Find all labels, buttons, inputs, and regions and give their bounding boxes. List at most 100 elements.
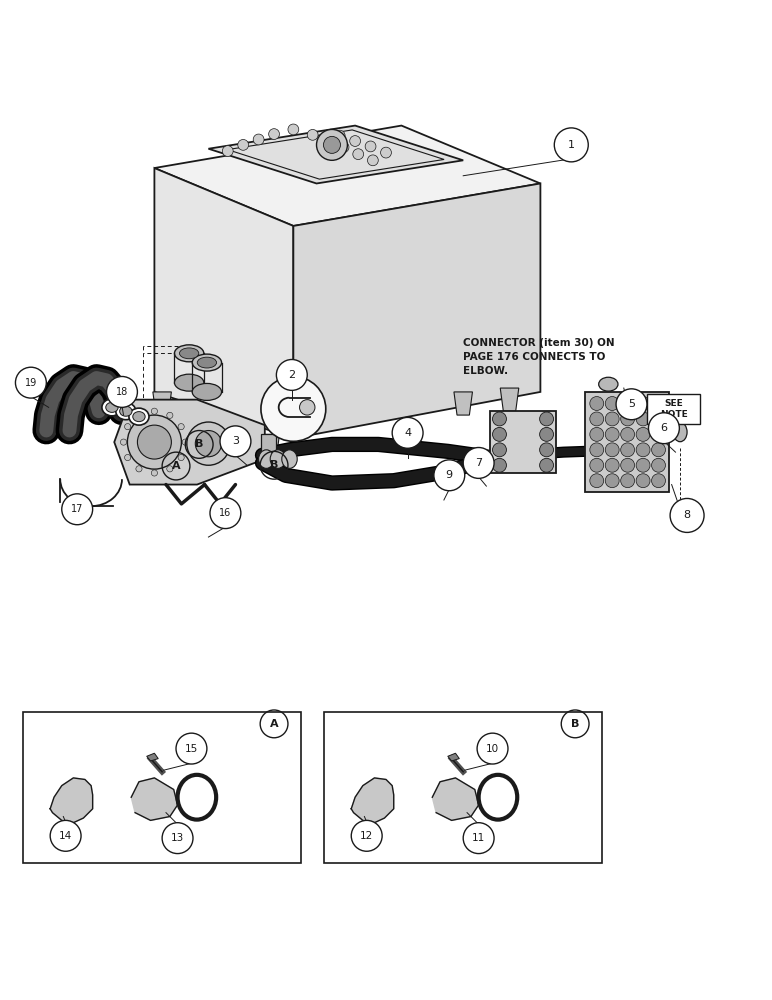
- Circle shape: [616, 389, 647, 420]
- Text: B: B: [195, 439, 203, 449]
- Circle shape: [338, 142, 349, 153]
- Circle shape: [554, 128, 588, 162]
- Text: 17: 17: [71, 504, 83, 514]
- Text: 19: 19: [25, 378, 37, 388]
- Circle shape: [621, 458, 635, 472]
- Circle shape: [493, 412, 506, 426]
- Ellipse shape: [116, 403, 136, 420]
- Text: 12: 12: [360, 831, 374, 841]
- Text: 10: 10: [486, 744, 499, 754]
- Polygon shape: [432, 778, 479, 820]
- Text: 2: 2: [288, 370, 296, 380]
- Circle shape: [605, 412, 619, 426]
- Circle shape: [136, 412, 142, 418]
- Circle shape: [621, 412, 635, 426]
- Polygon shape: [454, 392, 472, 415]
- Circle shape: [276, 359, 307, 390]
- Text: A: A: [171, 461, 181, 471]
- Circle shape: [392, 417, 423, 448]
- Text: B: B: [571, 719, 579, 729]
- Circle shape: [590, 412, 604, 426]
- Circle shape: [652, 397, 665, 410]
- Circle shape: [107, 376, 137, 407]
- Circle shape: [353, 149, 364, 160]
- Circle shape: [636, 427, 650, 441]
- Circle shape: [540, 443, 554, 457]
- Polygon shape: [293, 183, 540, 438]
- Circle shape: [540, 412, 554, 426]
- Circle shape: [605, 427, 619, 441]
- Circle shape: [493, 427, 506, 441]
- Text: 9: 9: [445, 470, 453, 480]
- Text: 3: 3: [232, 436, 239, 446]
- Ellipse shape: [174, 345, 204, 362]
- Circle shape: [493, 458, 506, 472]
- Circle shape: [367, 155, 378, 166]
- Circle shape: [127, 415, 181, 469]
- Text: B: B: [270, 460, 278, 470]
- Ellipse shape: [259, 450, 274, 468]
- Circle shape: [365, 141, 376, 152]
- Ellipse shape: [192, 383, 222, 400]
- Polygon shape: [114, 400, 265, 485]
- Text: 5: 5: [628, 399, 635, 409]
- Polygon shape: [208, 126, 463, 183]
- Circle shape: [605, 458, 619, 472]
- Circle shape: [463, 823, 494, 854]
- FancyBboxPatch shape: [23, 712, 301, 863]
- Circle shape: [137, 425, 171, 459]
- Circle shape: [381, 147, 391, 158]
- Ellipse shape: [129, 408, 149, 425]
- Circle shape: [182, 439, 188, 445]
- Circle shape: [636, 474, 650, 488]
- Circle shape: [434, 460, 465, 491]
- Circle shape: [220, 426, 251, 457]
- Circle shape: [540, 458, 554, 472]
- Circle shape: [176, 733, 207, 764]
- Circle shape: [151, 408, 157, 414]
- Circle shape: [178, 424, 185, 430]
- Ellipse shape: [599, 377, 618, 391]
- Text: 1: 1: [567, 140, 575, 150]
- FancyBboxPatch shape: [585, 392, 669, 492]
- Circle shape: [652, 427, 665, 441]
- Circle shape: [652, 412, 665, 426]
- Text: 11: 11: [472, 833, 486, 843]
- Circle shape: [269, 129, 279, 139]
- Circle shape: [648, 413, 679, 444]
- FancyBboxPatch shape: [490, 411, 556, 473]
- Text: 6: 6: [660, 423, 668, 433]
- Polygon shape: [351, 778, 394, 823]
- Circle shape: [300, 400, 315, 415]
- Circle shape: [323, 136, 334, 146]
- Circle shape: [590, 474, 604, 488]
- Circle shape: [167, 466, 173, 472]
- Circle shape: [350, 136, 361, 146]
- Polygon shape: [448, 753, 459, 761]
- Text: 18: 18: [116, 387, 128, 397]
- Ellipse shape: [174, 374, 204, 391]
- Circle shape: [621, 427, 635, 441]
- Circle shape: [307, 129, 318, 140]
- Circle shape: [351, 820, 382, 851]
- Circle shape: [621, 474, 635, 488]
- Circle shape: [636, 412, 650, 426]
- Polygon shape: [154, 126, 540, 226]
- Circle shape: [334, 130, 345, 141]
- Polygon shape: [154, 168, 293, 438]
- Text: 7: 7: [475, 458, 482, 468]
- Circle shape: [261, 376, 326, 441]
- Circle shape: [124, 424, 130, 430]
- Circle shape: [222, 146, 233, 156]
- Ellipse shape: [133, 412, 145, 422]
- Text: SEE
NOTE: SEE NOTE: [660, 399, 687, 419]
- Polygon shape: [500, 388, 519, 411]
- Circle shape: [590, 427, 604, 441]
- Circle shape: [590, 397, 604, 410]
- Polygon shape: [147, 753, 158, 761]
- Circle shape: [590, 458, 604, 472]
- Ellipse shape: [673, 422, 687, 442]
- Circle shape: [15, 367, 46, 398]
- Circle shape: [317, 129, 347, 160]
- Circle shape: [621, 397, 635, 410]
